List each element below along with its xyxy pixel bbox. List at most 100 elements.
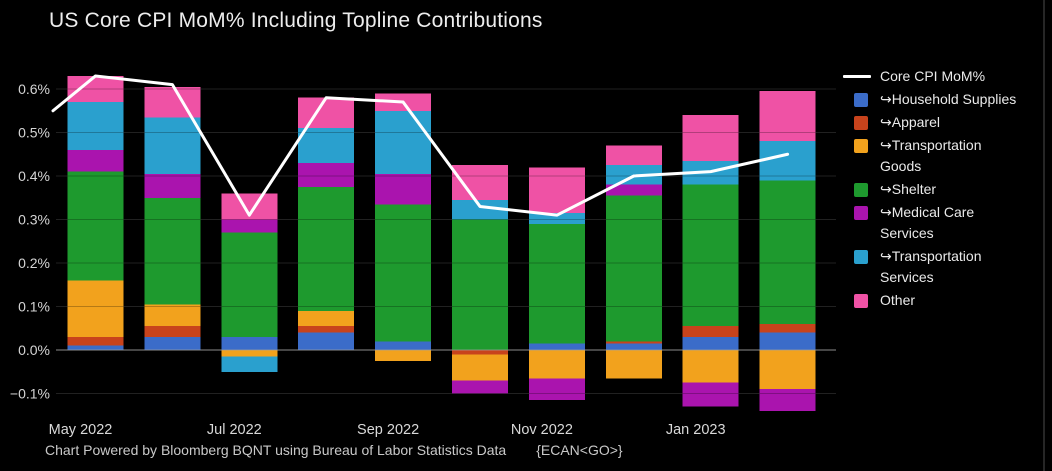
bar-segment [298,310,355,327]
x-tick-label: Nov 2022 [511,422,573,438]
bar-segment [682,382,739,407]
legend-item: ↪Apparel [836,112,1048,133]
legend-label: ↪Apparel [880,112,940,133]
bar-segment [605,350,662,379]
bar-segment [759,350,816,390]
legend-label-line: ↪Apparel [880,114,940,130]
legend-color-swatch [854,294,868,308]
legend-label-line: Services [880,269,934,285]
y-tick-label: 0.2% [18,255,50,271]
legend-swatch-cell [836,66,880,78]
bar-segment [682,115,739,161]
bar-segment [67,75,124,103]
legend-label: Other [880,290,915,311]
legend-label-line: Core CPI MoM% [880,68,986,84]
legend-color-swatch [854,183,868,197]
legend-label-line: Goods [880,158,922,174]
bar-segment [144,304,201,327]
x-tick-label: May 2022 [49,422,113,438]
legend-label-line: ↪Transportation [880,248,982,264]
legend-label: ↪Shelter [880,179,936,200]
bar-segment [452,354,508,381]
bar-segment [682,326,739,337]
legend-item: ↪Shelter [836,179,1048,200]
legend-label: ↪Household Supplies [880,89,1016,110]
legend-label-line: Services [880,225,934,241]
bar-segment [759,323,816,333]
bar-segment [298,186,355,311]
legend-line-swatch [843,75,871,78]
y-tick-label: 0.3% [18,212,50,228]
bar-segment [67,345,124,350]
legend-label-line: Other [880,292,916,308]
terminal-code: {ECAN<GO>} [536,442,623,458]
legend-swatch-cell [836,89,880,107]
legend-label-line: ↪Transportation [880,137,982,153]
bar-segment [682,336,739,350]
bar-segment [605,343,662,350]
bar-segment [452,219,508,350]
y-tick-label: 0.5% [18,125,50,141]
bar-segment [528,212,585,224]
legend-swatch-cell [836,112,880,130]
bar-segment [298,128,355,163]
y-tick-label: −0.1% [10,386,50,402]
bar-segment [298,162,355,187]
legend-swatch-cell [836,135,880,153]
bar-segment [67,171,124,281]
legend-color-swatch [854,116,868,130]
bar-segment [759,141,816,181]
y-tick-label: 0.6% [18,81,50,97]
bar-segment [605,341,662,344]
bar-segment [298,332,355,350]
bar-segment [452,350,508,355]
legend-color-swatch [854,206,868,220]
bar-segment [528,343,585,350]
bar-segment [452,380,508,394]
x-tick-label: Jan 2023 [666,422,726,438]
bar-segment [298,97,355,129]
bar-segment [605,195,662,342]
bar-segment [144,86,201,118]
bar-segment [682,184,739,327]
legend-label: ↪Medical Care Services [880,202,974,244]
screen-edge-artifact [1043,0,1045,471]
bar-segment [144,326,201,337]
footer-text: Chart Powered by Bloomberg BQNT using Bu… [45,442,507,458]
bar-segment [221,336,278,350]
bar-segment [144,173,201,198]
legend-item: ↪Medical Care Services [836,202,1048,244]
legend-color-swatch [854,93,868,107]
bar-segment [759,332,816,350]
bar-segment [298,326,355,333]
bar-segment [528,378,585,401]
chart-title: US Core CPI MoM% Including Topline Contr… [49,9,543,32]
legend-swatch-cell [836,202,880,220]
legend-label-line: ↪Shelter [880,181,937,197]
legend-item: ↪Transportation Goods [836,135,1048,177]
bar-segment [221,356,278,372]
footer: Chart Powered by Bloomberg BQNT using Bu… [45,442,623,458]
bar-segment [221,350,278,357]
legend-item: Core CPI MoM% [836,66,1048,87]
y-tick-label: 0.1% [18,299,50,315]
bar-segment [605,184,662,196]
legend-swatch-cell [836,179,880,197]
bar-segment [759,91,816,142]
bar-segment [144,197,201,305]
bar-segment [375,341,432,350]
bar-segment [528,350,585,379]
bar-segment [759,180,816,324]
legend-item: Other [836,290,1048,311]
bar-segment [528,223,585,344]
plot-area: 0.6% 0.5% 0.4% 0.3% 0.2% 0.1% 0.0% −0.1% May 202… [10,74,836,438]
legend-label: Core CPI MoM% [880,66,985,87]
bar-segment [221,219,278,233]
legend-label-line: ↪Medical Care [880,204,975,220]
bar-segment [452,199,508,220]
bar-segment [375,204,432,342]
legend-label-line: ↪Household Supplies [880,91,1017,107]
bar-segment [67,102,124,150]
bar-segment [67,149,124,172]
